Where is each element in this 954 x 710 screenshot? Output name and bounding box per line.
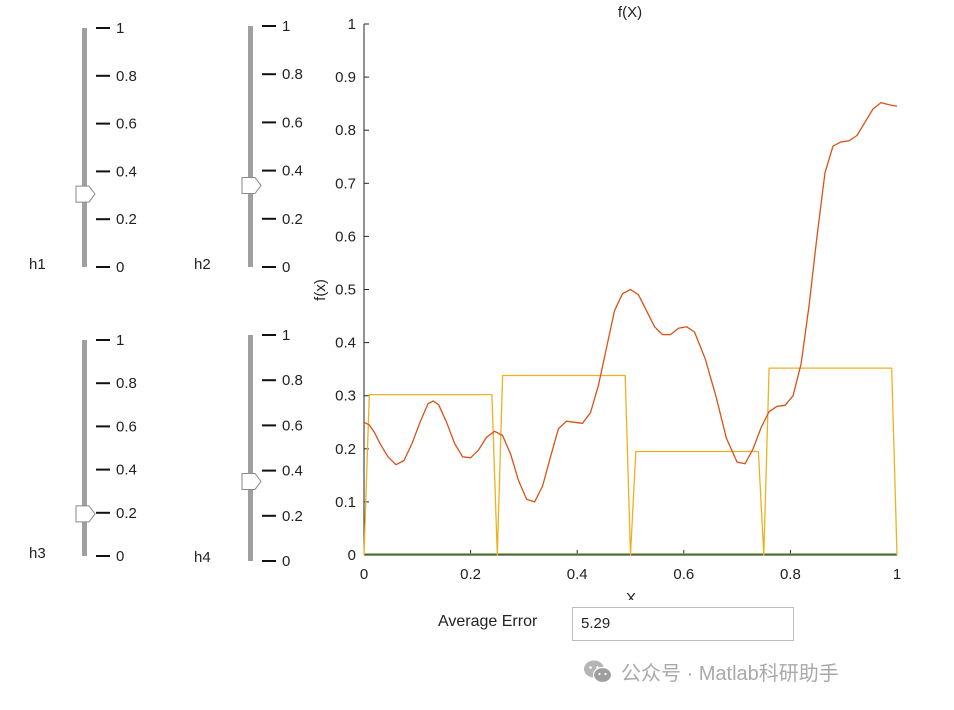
y-tick-label: 0.2 [335, 441, 356, 458]
slider-tick-label: 1 [116, 20, 124, 37]
y-tick-label: 0.7 [335, 175, 356, 192]
x-tick-label: 0.6 [673, 566, 694, 583]
slider-graphic[interactable]: 1 0.8 0.6 0.4 0.2 0 [70, 18, 170, 279]
slider-h4[interactable]: 1 0.8 0.6 0.4 0.2 0 h4 [194, 327, 336, 570]
slider-tick-label: 0.6 [282, 114, 303, 131]
slider-tick-label: 0.8 [116, 375, 137, 392]
y-tick-label: 0.3 [335, 388, 356, 405]
series-line-1 [363, 367, 898, 556]
slider-tick-label: 0 [116, 548, 124, 565]
slider-tick-label: 0.8 [282, 66, 303, 83]
slider-tick-label: 0.2 [282, 211, 303, 228]
x-tick-label: 1 [893, 566, 901, 583]
x-tick-label: 0 [360, 566, 368, 583]
slider-graphic[interactable]: 1 0.8 0.6 0.4 0.2 0 [70, 332, 170, 568]
slider-graphic[interactable]: 1 0.8 0.6 0.4 0.2 0 [236, 327, 336, 573]
average-error-label: Average Error [438, 613, 538, 630]
slider-tick-label: 0.2 [116, 211, 137, 228]
slider-tick-label: 0 [116, 259, 124, 276]
slider-thumb[interactable] [241, 177, 262, 195]
series-line-0 [363, 101, 898, 503]
y-tick-label: 0.8 [335, 122, 356, 139]
slider-track[interactable] [82, 340, 87, 556]
y-tick-label: 0.5 [335, 282, 356, 299]
slider-label: h3 [29, 545, 46, 562]
slider-label: h4 [194, 549, 211, 566]
average-error-field[interactable]: 5.29 [572, 607, 794, 641]
slider-tick-label: 0.4 [116, 462, 137, 479]
chart: 0 0.2 0.4 0.6 0.8 1 0 0.1 0.2 0.3 0.4 0.5 0.6 0.7 0.8 0… [312, 4, 901, 600]
slider-track[interactable] [248, 335, 253, 561]
slider-tick-label: 0.2 [116, 505, 137, 522]
slider-tick-label: 1 [282, 327, 290, 344]
x-tick-label: 0.4 [567, 566, 588, 583]
y-tick-label: 0 [348, 547, 356, 564]
slider-tick-label: 0 [282, 259, 290, 276]
y-tick-label: 0.9 [335, 69, 356, 86]
slider-tick-label: 0.4 [282, 463, 303, 480]
slider-tick-label: 1 [116, 332, 124, 349]
y-tick-label: 1 [348, 16, 356, 33]
y-tick-label: 0.6 [335, 228, 356, 245]
slider-graphic[interactable]: 1 0.8 0.6 0.4 0.2 0 [236, 18, 336, 279]
slider-tick-label: 0.4 [116, 163, 137, 180]
slider-thumb[interactable] [75, 505, 96, 523]
slider-h1[interactable]: 1 0.8 0.6 0.4 0.2 0 h1 [29, 18, 170, 276]
slider-tick-label: 0.8 [282, 372, 303, 389]
slider-tick-label: 0.2 [282, 508, 303, 525]
slider-label: h2 [194, 256, 211, 273]
y-axis-label: f(x) [312, 279, 329, 301]
slider-tick-label: 0.4 [282, 163, 303, 180]
slider-h3[interactable]: 1 0.8 0.6 0.4 0.2 0 h3 [29, 332, 170, 565]
slider-tick-label: 1 [282, 18, 290, 35]
y-tick-label: 0.4 [335, 335, 356, 352]
x-axis-label: X [626, 590, 636, 600]
chart-title: f(X) [618, 4, 642, 21]
x-tick-label: 0.2 [460, 566, 481, 583]
slider-track[interactable] [82, 28, 87, 267]
slider-track[interactable] [248, 26, 253, 267]
watermark-text: 公众号 · Matlab科研助手 [621, 663, 839, 685]
slider-tick-label: 0.6 [116, 418, 137, 435]
slider-thumb[interactable] [241, 472, 262, 490]
y-tick-label: 0.1 [335, 494, 356, 511]
slider-tick-label: 0.6 [116, 116, 137, 133]
slider-tick-label: 0 [282, 553, 290, 570]
x-tick-label: 0.8 [780, 566, 801, 583]
slider-label: h1 [29, 256, 46, 273]
slider-h2[interactable]: 1 0.8 0.6 0.4 0.2 0 h2 [194, 18, 336, 276]
watermark: 公众号 · Matlab科研助手 [583, 657, 839, 686]
slider-tick-label: 0.8 [116, 68, 137, 85]
slider-tick-label: 0.6 [282, 417, 303, 434]
slider-thumb[interactable] [75, 185, 96, 203]
wechat-icon [584, 660, 613, 683]
